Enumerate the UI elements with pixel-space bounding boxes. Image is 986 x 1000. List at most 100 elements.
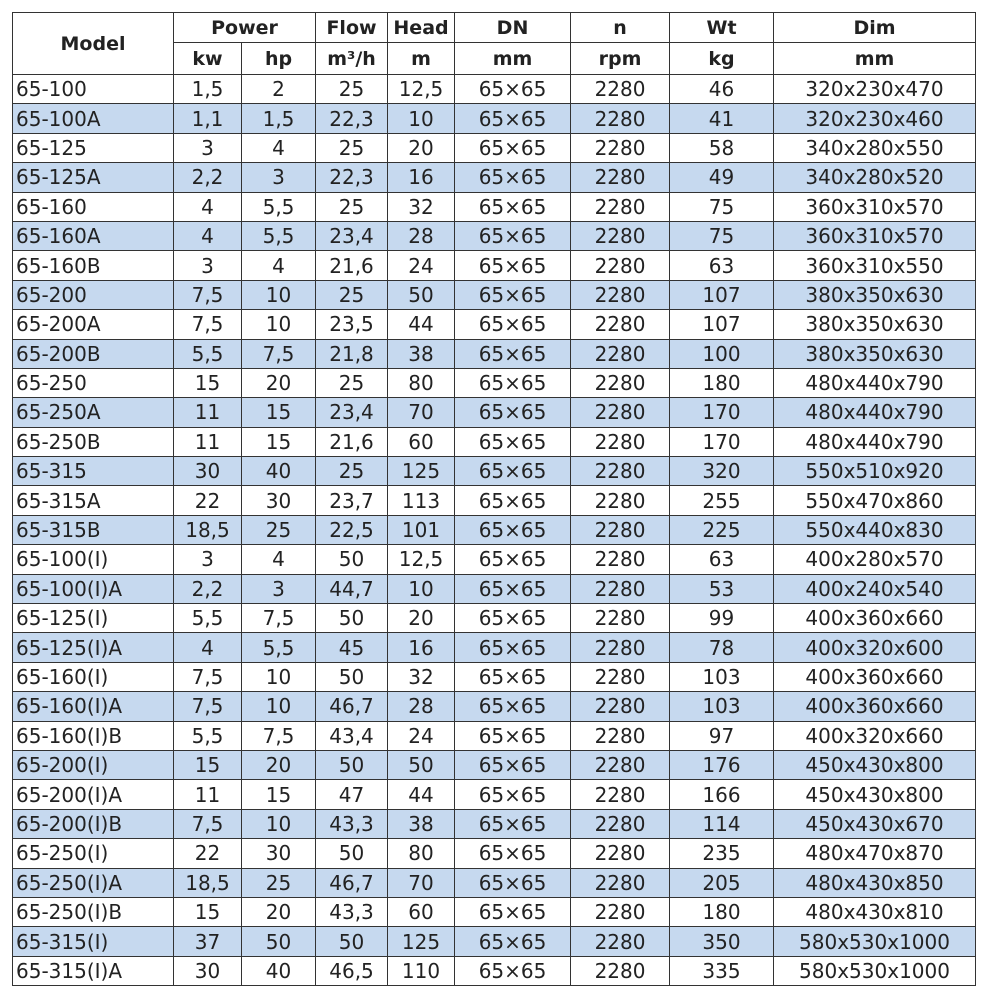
value-cell: 65×65 [454,338,572,369]
model-cell: 65-100(I) [12,544,174,575]
value-cell: 110 [387,955,456,987]
header-cell: Model [12,12,174,75]
value-cell: 550x510x920 [773,456,977,487]
table-row: 65-200B 5,5 7,5 21,8 38 65×65 2280 100 380x350x6… [12,338,977,369]
value-cell: 480x440x790 [773,367,977,399]
value-cell: 20 [387,132,456,164]
value-cell: 65×65 [454,514,572,546]
model-cell: 65-160(I) [12,661,174,693]
value-cell: 2280 [570,191,671,222]
value-cell: 2280 [570,632,671,663]
table-row: 65-250A 11 15 23,4 70 65×65 2280 170 480x440x790 [12,397,977,428]
value-cell: 50 [315,661,389,693]
value-cell: 47 [315,779,389,810]
value-cell: 2,2 [173,573,242,605]
value-cell: 480x430x850 [773,867,977,898]
value-cell: 2280 [570,573,671,605]
value-cell: 45 [315,632,389,663]
value-cell: 2280 [570,338,671,369]
value-cell: 50 [240,926,317,957]
value-cell: 65×65 [454,603,572,634]
model-cell: 65-160(I)A [12,691,174,722]
table-row: 65-160 4 5,5 25 32 65×65 2280 75 360x310x570 [12,191,977,222]
value-cell: 10 [240,808,317,840]
value-cell: 2280 [570,544,671,575]
value-cell: 22,3 [315,103,389,134]
header-row: Model Power Flow Head DN n Wt Dim [12,12,977,75]
value-cell: 65×65 [454,309,572,340]
value-cell: 2280 [570,779,671,810]
value-cell: 43,3 [315,808,389,840]
value-cell: 16 [387,632,456,663]
value-cell: 4 [173,632,242,663]
value-cell: 360x310x550 [773,250,977,281]
header-cell: Wt [669,12,775,43]
spec-table: Model Power Flow Head DN n Wt Dim kw hp … [12,12,977,987]
value-cell: 25 [315,132,389,164]
value-cell: 20 [240,367,317,399]
value-cell: 50 [315,544,389,575]
value-cell: 24 [387,250,456,281]
value-cell: 28 [387,220,456,252]
value-cell: 60 [387,426,456,458]
value-cell: 340x280x520 [773,162,977,193]
value-cell: 20 [240,896,317,928]
value-cell: 2280 [570,73,671,105]
model-cell: 65-125 [12,132,174,164]
value-cell: 2280 [570,220,671,252]
value-cell: 22,5 [315,514,389,546]
table-row: 65-315(I) 37 50 50 125 65×65 2280 350 580x530x10… [12,926,977,957]
value-cell: 350 [669,926,775,957]
value-cell: 480x470x870 [773,838,977,869]
value-cell: 107 [669,279,775,311]
header-cell: n [570,12,671,43]
value-cell: 2280 [570,250,671,281]
value-cell: 70 [387,867,456,898]
unit-cell: m³/h [315,42,389,75]
value-cell: 2280 [570,456,671,487]
value-cell: 5,5 [240,191,317,222]
value-cell: 25 [315,367,389,399]
table-row: 65-200(I) 15 20 50 50 65×65 2280 176 450x430x800 [12,749,977,781]
header-cell: Dim [773,12,977,43]
value-cell: 10 [240,309,317,340]
value-cell: 450x430x800 [773,779,977,810]
value-cell: 113 [387,485,456,516]
value-cell: 10 [240,691,317,722]
value-cell: 38 [387,338,456,369]
value-cell: 40 [240,955,317,987]
model-cell: 65-160 [12,191,174,222]
value-cell: 103 [669,661,775,693]
value-cell: 65×65 [454,926,572,957]
value-cell: 4 [240,250,317,281]
value-cell: 2 [240,73,317,105]
value-cell: 65×65 [454,720,572,751]
value-cell: 380x350x630 [773,338,977,369]
table-row: 65-160B 3 4 21,6 24 65×65 2280 63 360x310x550 [12,250,977,281]
value-cell: 12,5 [387,73,456,105]
value-cell: 2280 [570,926,671,957]
model-cell: 65-100A [12,103,174,134]
value-cell: 7,5 [240,603,317,634]
value-cell: 3 [240,573,317,605]
value-cell: 550x440x830 [773,514,977,546]
value-cell: 170 [669,426,775,458]
model-cell: 65-200(I)A [12,779,174,810]
value-cell: 125 [387,456,456,487]
value-cell: 65×65 [454,426,572,458]
value-cell: 3 [173,544,242,575]
model-cell: 65-315A [12,485,174,516]
table-row: 65-100A 1,1 1,5 22,3 10 65×65 2280 41 320x230x46… [12,103,977,134]
unit-cell: rpm [570,42,671,75]
value-cell: 2280 [570,367,671,399]
value-cell: 38 [387,808,456,840]
value-cell: 50 [315,749,389,781]
unit-cell: mm [454,42,572,75]
table-row: 65-315 30 40 25 125 65×65 2280 320 550x510x920 [12,456,977,487]
value-cell: 65×65 [454,838,572,869]
value-cell: 5,5 [173,338,242,369]
value-cell: 40 [240,456,317,487]
value-cell: 46,7 [315,867,389,898]
value-cell: 65×65 [454,896,572,928]
value-cell: 320 [669,456,775,487]
